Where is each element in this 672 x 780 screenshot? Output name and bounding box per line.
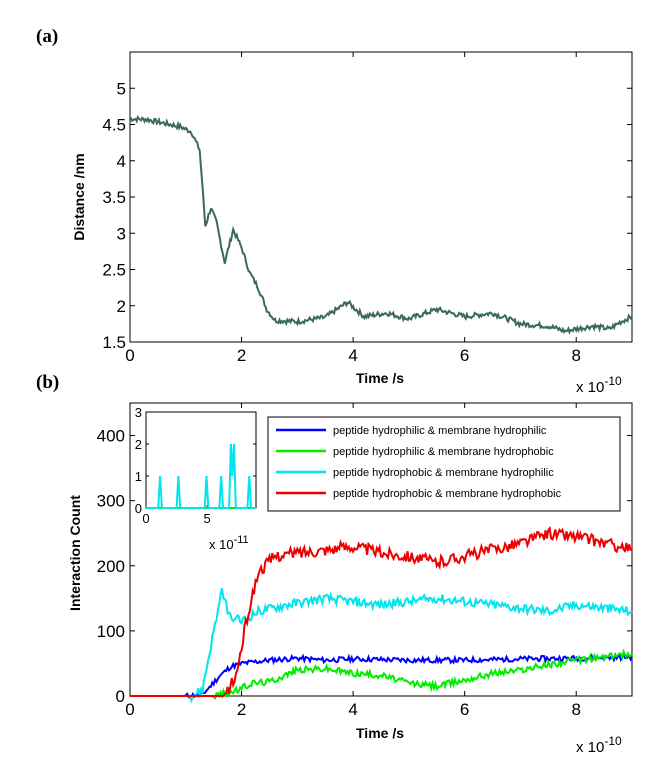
series-line-2 xyxy=(130,648,633,700)
inset-y-tick-label: 2 xyxy=(135,437,142,452)
x-tick-label-b: 6 xyxy=(460,700,469,719)
y-tick-label-a: 5 xyxy=(117,79,126,98)
inset-series-lines xyxy=(146,443,256,509)
legend: peptide hydrophilic & membrane hydrophil… xyxy=(267,416,621,512)
x-ticks-a: 0 2 4 6 8 xyxy=(125,52,581,365)
x-tick-label-b: 4 xyxy=(348,700,357,719)
x-tick-label-a: 6 xyxy=(460,346,469,365)
panel-a-distance-chart: (a) 1.5 2 2.5 3 3.5 4 4.5 5 0 2 4 6 8 Time /s Dista… xyxy=(36,26,633,396)
x-tick-label-a: 8 xyxy=(571,346,580,365)
x-tick-label-b: 2 xyxy=(237,700,246,719)
y-tick-label-b: 300 xyxy=(97,492,125,511)
inset-series-line-2 xyxy=(146,443,256,509)
y-tick-label-a: 3 xyxy=(117,224,126,243)
y-axis-label-b: Interaction Count xyxy=(67,495,83,611)
y-tick-label-a: 2.5 xyxy=(102,261,126,280)
legend-label-4: peptide hydrophobic & membrane hydrophob… xyxy=(333,488,562,500)
x-tick-label-a: 0 xyxy=(125,346,134,365)
y-tick-label-a: 4.5 xyxy=(102,116,126,135)
x-ticks-b: 0 2 4 6 8 xyxy=(125,403,581,719)
inset-y-tick-label: 3 xyxy=(135,405,142,420)
panel-label-b: (b) xyxy=(36,372,59,393)
x-tick-label-a: 2 xyxy=(237,346,246,365)
inset-x-multiplier: x 10-11 xyxy=(209,534,249,552)
distance-series-line xyxy=(129,114,633,335)
inset-y-tick-label: 0 xyxy=(135,501,142,516)
panel-label-a: (a) xyxy=(36,26,58,47)
series-line-3 xyxy=(130,588,633,704)
y-tick-label-a: 3.5 xyxy=(102,188,126,207)
y-tick-label-b: 100 xyxy=(97,622,125,641)
x-tick-label-a: 4 xyxy=(348,346,357,365)
x-axis-label-b: Time /s xyxy=(356,725,404,741)
y-ticks-a: 1.5 2 2.5 3 3.5 4 4.5 5 xyxy=(102,79,632,352)
y-axis-label-a: Distance /nm xyxy=(71,153,87,240)
x-multiplier-b: x 10-10 xyxy=(576,734,622,756)
inset-chart: 0 1 2 3 0 5 x 10-11 xyxy=(135,405,257,552)
legend-box xyxy=(267,416,621,512)
y-tick-label-b: 400 xyxy=(97,427,125,446)
x-axis-label-a: Time /s xyxy=(356,370,404,386)
inset-x-tick-label: 0 xyxy=(142,511,149,526)
y-tick-label-b: 200 xyxy=(97,557,125,576)
plot-frame-a xyxy=(129,51,633,343)
y-tick-label-a: 1.5 xyxy=(102,333,126,352)
interaction-series-lines xyxy=(130,525,633,704)
inset-x-tick-label: 5 xyxy=(203,511,210,526)
x-multiplier-a: x 10-10 xyxy=(576,374,622,396)
x-tick-label-b: 8 xyxy=(571,700,580,719)
y-tick-label-b: 0 xyxy=(116,687,125,706)
legend-label-1: peptide hydrophilic & membrane hydrophil… xyxy=(333,425,547,437)
x-tick-label-b: 0 xyxy=(125,700,134,719)
legend-label-2: peptide hydrophilic & membrane hydrophob… xyxy=(333,446,554,458)
y-tick-label-a: 2 xyxy=(117,297,126,316)
series-line-4 xyxy=(130,525,633,697)
y-tick-label-a: 4 xyxy=(117,152,126,171)
inset-y-tick-label: 1 xyxy=(135,469,142,484)
legend-label-3: peptide hydrophobic & membrane hydrophil… xyxy=(333,467,554,479)
